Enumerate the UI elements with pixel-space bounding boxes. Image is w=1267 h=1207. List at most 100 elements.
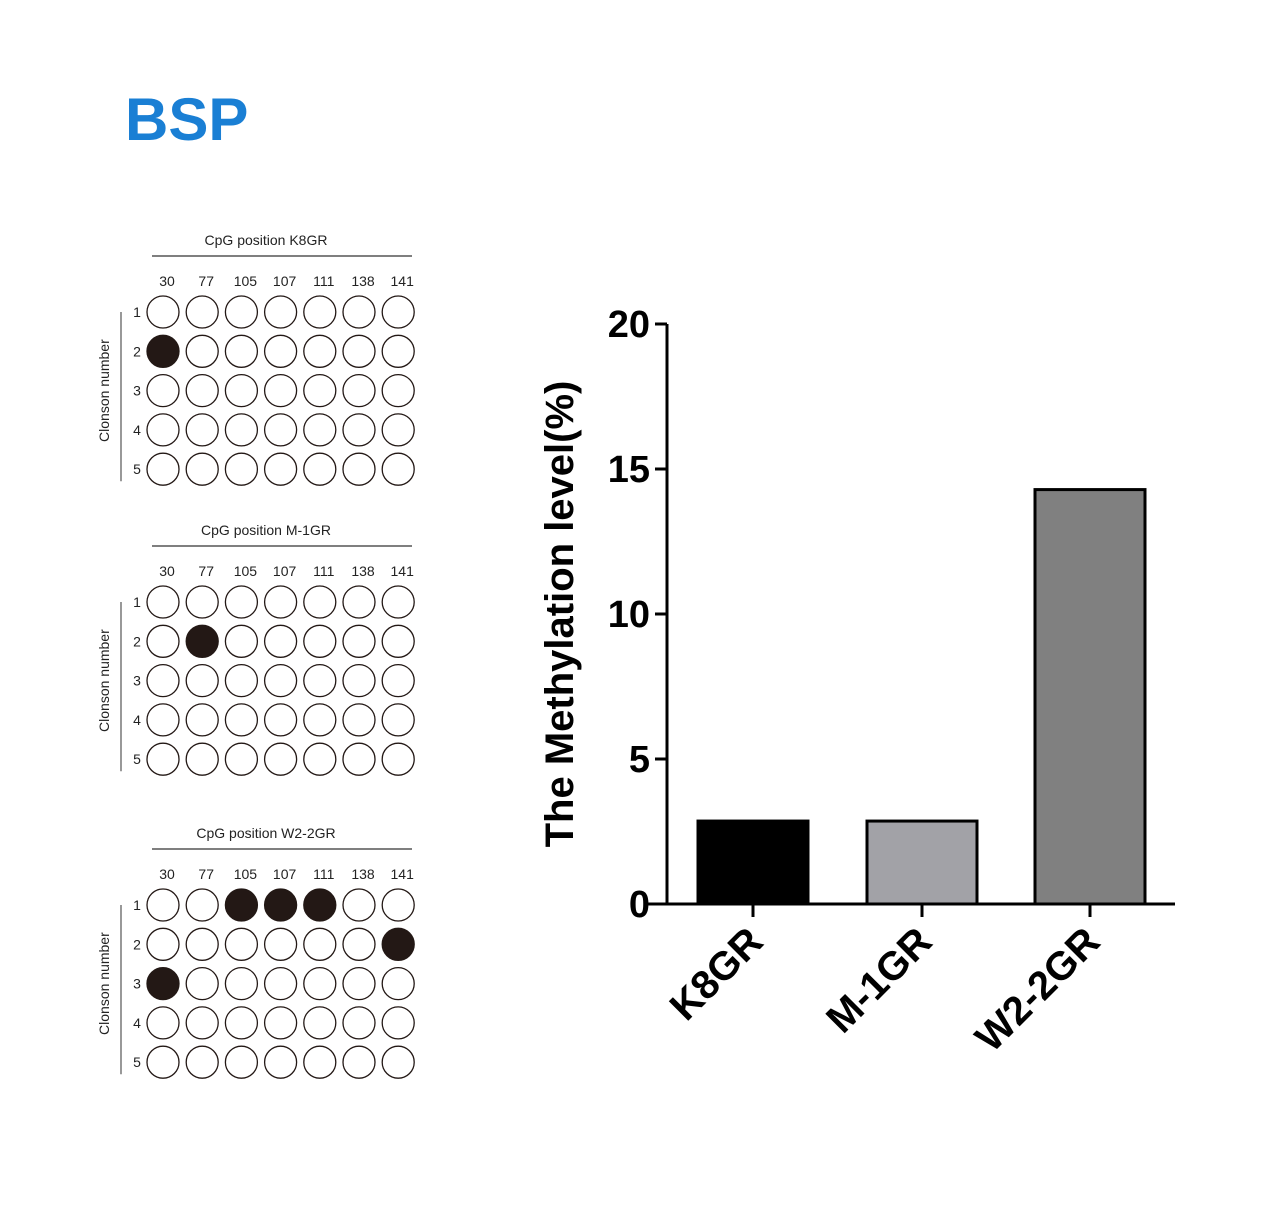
clone-label: 5 xyxy=(133,461,141,477)
unmethylated-cpg xyxy=(185,413,219,447)
unmethylated-cpg xyxy=(224,413,259,447)
unmethylated-cpg xyxy=(146,1006,180,1040)
clone-label: 5 xyxy=(133,751,141,767)
position-label: 77 xyxy=(198,866,214,882)
bar-M-1GR xyxy=(865,819,979,906)
unmethylated-cpg xyxy=(303,295,337,329)
unmethylated-cpg xyxy=(185,927,219,961)
unmethylated-cpg xyxy=(224,927,259,961)
methylated-cpg xyxy=(303,888,337,922)
unmethylated-cpg xyxy=(185,373,219,408)
unmethylated-cpg xyxy=(342,703,376,737)
position-label: 30 xyxy=(159,563,175,579)
unmethylated-cpg xyxy=(303,334,337,368)
unmethylated-cpg xyxy=(303,1006,337,1040)
panel-header: CpG position M-1GR xyxy=(201,522,331,538)
unmethylated-cpg xyxy=(146,742,180,776)
unmethylated-cpg xyxy=(185,966,219,1001)
methylated-cpg xyxy=(263,888,298,922)
unmethylated-cpg xyxy=(146,452,180,486)
unmethylated-cpg xyxy=(342,1045,376,1079)
clone-label: 3 xyxy=(133,383,141,399)
unmethylated-cpg xyxy=(146,373,180,408)
clone-label: 1 xyxy=(133,304,141,320)
position-label: 105 xyxy=(234,563,258,579)
clone-label: 2 xyxy=(133,343,141,359)
methylated-cpg xyxy=(224,888,259,922)
panel-header: CpG position W2-2GR xyxy=(196,825,335,841)
unmethylated-cpg xyxy=(185,295,219,329)
unmethylated-cpg xyxy=(224,966,259,1001)
unmethylated-cpg xyxy=(303,703,337,737)
position-label: 77 xyxy=(198,273,214,289)
position-label: 141 xyxy=(391,273,415,289)
unmethylated-cpg xyxy=(263,624,298,658)
clone-label: 3 xyxy=(133,976,141,992)
y-axis-label: The Methylation level(%) xyxy=(538,381,582,848)
position-label: 141 xyxy=(391,866,415,882)
position-label: 107 xyxy=(273,273,297,289)
y-tick-label: 5 xyxy=(629,739,650,781)
unmethylated-cpg xyxy=(342,373,376,408)
unmethylated-cpg xyxy=(303,624,337,658)
unmethylated-cpg xyxy=(224,334,259,368)
unmethylated-cpg xyxy=(381,334,415,368)
unmethylated-cpg xyxy=(263,585,298,619)
unmethylated-cpg xyxy=(342,966,376,1001)
clone-label: 2 xyxy=(133,633,141,649)
clone-label: 4 xyxy=(133,712,141,728)
methylated-cpg xyxy=(146,966,180,1001)
position-label: 111 xyxy=(313,273,334,289)
x-tick-label: M-1GR xyxy=(818,919,940,1041)
bar-K8GR xyxy=(696,819,810,906)
x-tick-label: W2-2GR xyxy=(967,919,1108,1060)
unmethylated-cpg xyxy=(224,452,259,486)
unmethylated-cpg xyxy=(342,413,376,447)
unmethylated-cpg xyxy=(146,703,180,737)
unmethylated-cpg xyxy=(381,742,415,776)
methylated-cpg xyxy=(146,334,180,368)
unmethylated-cpg xyxy=(342,927,376,961)
panel-M-1GR: CpG position M-1GR 30 77 105 107 111 138 141 Clo… xyxy=(96,522,415,776)
position-label: 111 xyxy=(313,866,334,882)
unmethylated-cpg xyxy=(185,1006,219,1040)
unmethylated-cpg xyxy=(303,413,337,447)
y-tick-label: 15 xyxy=(608,449,650,491)
unmethylated-cpg xyxy=(381,295,415,329)
methylated-cpg xyxy=(381,927,415,961)
methylation-bar-chart: 0 5 10 15 20 The Methylation level(%) K8GR M-1G… xyxy=(538,304,1175,1060)
unmethylated-cpg xyxy=(263,742,298,776)
figure-title: BSP xyxy=(125,86,248,153)
unmethylated-cpg xyxy=(342,663,376,698)
unmethylated-cpg xyxy=(303,663,337,698)
unmethylated-cpg xyxy=(381,1006,415,1040)
panel-header: CpG position K8GR xyxy=(205,232,328,248)
unmethylated-cpg xyxy=(224,703,259,737)
unmethylated-cpg xyxy=(263,373,298,408)
unmethylated-cpg xyxy=(146,1045,180,1079)
unmethylated-cpg xyxy=(146,413,180,447)
y-tick-label: 20 xyxy=(608,304,650,346)
unmethylated-cpg xyxy=(224,742,259,776)
unmethylated-cpg xyxy=(381,413,415,447)
unmethylated-cpg xyxy=(342,742,376,776)
unmethylated-cpg xyxy=(224,585,259,619)
clone-label: 1 xyxy=(133,594,141,610)
unmethylated-cpg xyxy=(224,295,259,329)
position-label: 105 xyxy=(234,866,258,882)
clone-axis-label: Clonson number xyxy=(96,629,112,732)
unmethylated-cpg xyxy=(381,703,415,737)
unmethylated-cpg xyxy=(263,452,298,486)
unmethylated-cpg xyxy=(263,413,298,447)
panel-K8GR: CpG position K8GR 30 77 105 107 111 138 141 Clon… xyxy=(96,232,415,486)
clone-label: 1 xyxy=(133,897,141,913)
unmethylated-cpg xyxy=(185,742,219,776)
unmethylated-cpg xyxy=(146,585,180,619)
clone-axis-label: Clonson number xyxy=(96,932,112,1035)
unmethylated-cpg xyxy=(263,1006,298,1040)
unmethylated-cpg xyxy=(224,1006,259,1040)
unmethylated-cpg xyxy=(381,624,415,658)
unmethylated-cpg xyxy=(303,1045,337,1079)
